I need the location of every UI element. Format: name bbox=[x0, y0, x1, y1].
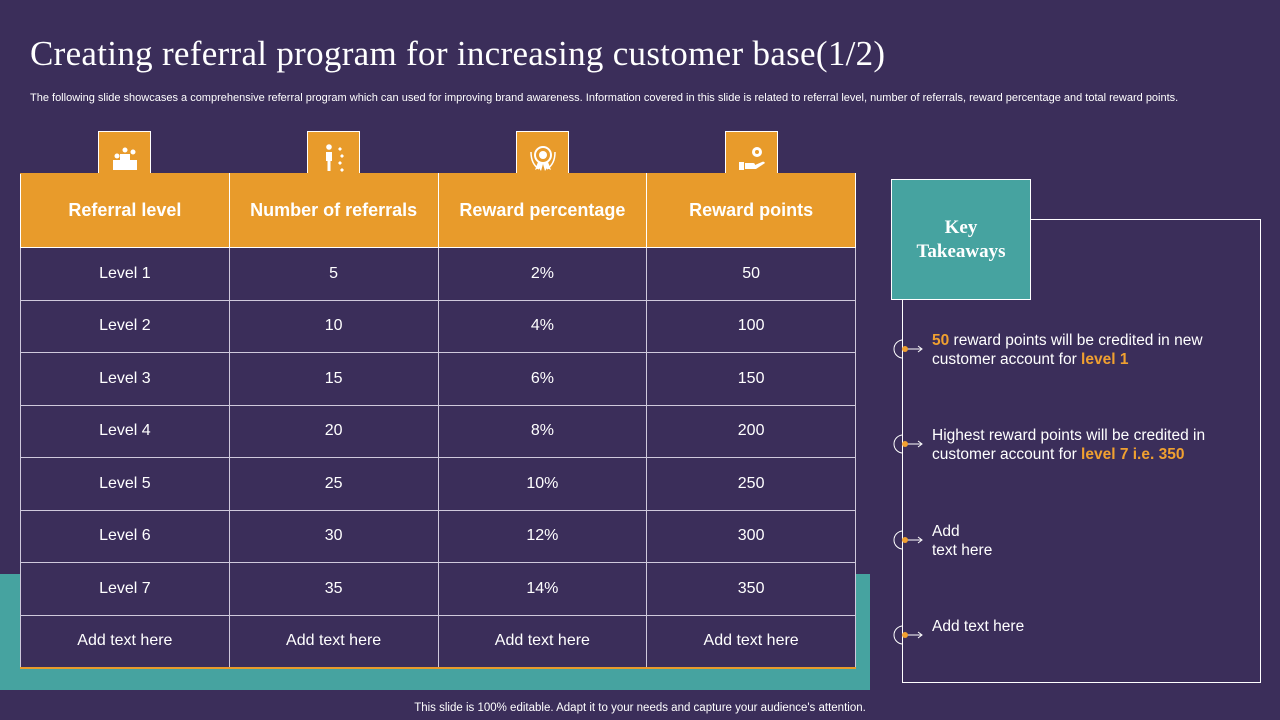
table-cell: 2% bbox=[437, 247, 648, 301]
table-row: Level 5 25 10% 250 bbox=[20, 457, 856, 511]
table-cell: 50 bbox=[646, 247, 856, 301]
table-row: Level 6 30 12% 300 bbox=[20, 509, 856, 563]
takeaway-text: reward points will be credited in new cu… bbox=[932, 332, 1203, 368]
table-header-row: Referral level Number of referrals Rewar… bbox=[20, 173, 856, 248]
table-cell: 10 bbox=[228, 299, 439, 353]
table-cell: Add text here bbox=[228, 614, 439, 669]
takeaway-item: Add text here bbox=[932, 522, 1232, 560]
table-cell: 10% bbox=[437, 457, 648, 511]
table-cell: Level 6 bbox=[20, 509, 230, 563]
table-cell: Add text here bbox=[20, 614, 230, 669]
key-takeaways-frame bbox=[902, 219, 1261, 683]
highlight-text: 50 bbox=[932, 332, 950, 349]
highlight-text: level 1 bbox=[1081, 351, 1129, 368]
table-cell: Level 2 bbox=[20, 299, 230, 353]
table-cell: Level 3 bbox=[20, 352, 230, 406]
takeaway-item: 50 reward points will be credited in new… bbox=[932, 331, 1232, 369]
table-row: Level 1 5 2% 50 bbox=[20, 247, 856, 301]
table-cell: 20 bbox=[228, 404, 439, 458]
heading-line: Key bbox=[944, 216, 978, 238]
slide-title: Creating referral program for increasing… bbox=[30, 34, 886, 73]
table-row: Level 4 20 8% 200 bbox=[20, 404, 856, 458]
table-cell: Level 7 bbox=[20, 562, 230, 616]
table-row: Add text here Add text here Add text her… bbox=[20, 614, 856, 669]
table-cell: 14% bbox=[437, 562, 648, 616]
table-cell: Level 5 bbox=[20, 457, 230, 511]
table-cell: 5 bbox=[228, 247, 439, 301]
table-row: Level 2 10 4% 100 bbox=[20, 299, 856, 353]
table-row: Level 3 15 6% 150 bbox=[20, 352, 856, 406]
target-arrow-icon bbox=[893, 530, 923, 550]
table-cell: Add text here bbox=[437, 614, 648, 669]
table-cell: 4% bbox=[437, 299, 648, 353]
table-cell: 8% bbox=[437, 404, 648, 458]
table-cell: Level 4 bbox=[20, 404, 230, 458]
table-cell: Add text here bbox=[646, 614, 856, 669]
table-cell: 250 bbox=[646, 457, 856, 511]
table-cell: 25 bbox=[228, 457, 439, 511]
takeaway-item: Highest reward points will be credited i… bbox=[932, 426, 1232, 464]
takeaway-text: text here bbox=[932, 542, 993, 559]
table-cell: 30 bbox=[228, 509, 439, 563]
target-arrow-icon bbox=[893, 625, 923, 645]
column-header: Number of referrals bbox=[228, 173, 439, 248]
referral-table: Referral level Number of referrals Rewar… bbox=[20, 173, 856, 669]
key-takeaways-heading: Key Takeaways bbox=[891, 179, 1031, 300]
table-cell: 200 bbox=[646, 404, 856, 458]
table-cell: 6% bbox=[437, 352, 648, 406]
slide-subtitle: The following slide showcases a comprehe… bbox=[30, 92, 1179, 104]
table-cell: 150 bbox=[646, 352, 856, 406]
table-row: Level 7 35 14% 350 bbox=[20, 562, 856, 616]
table-cell: 35 bbox=[228, 562, 439, 616]
takeaway-item: Add text here bbox=[932, 618, 1025, 635]
takeaway-text: Add bbox=[932, 523, 960, 540]
column-header: Referral level bbox=[20, 173, 230, 248]
takeaway-text: Highest reward points will be credited i… bbox=[932, 427, 1206, 463]
table-cell: 15 bbox=[228, 352, 439, 406]
footer-note: This slide is 100% editable. Adapt it to… bbox=[414, 702, 866, 714]
highlight-text: level 7 i.e. 350 bbox=[1081, 446, 1185, 463]
target-arrow-icon bbox=[893, 339, 923, 359]
column-header: Reward percentage bbox=[437, 173, 648, 248]
table-cell: 12% bbox=[437, 509, 648, 563]
target-arrow-icon bbox=[893, 434, 923, 454]
table-cell: 100 bbox=[646, 299, 856, 353]
heading-line: Takeaways bbox=[916, 240, 1006, 262]
table-cell: 300 bbox=[646, 509, 856, 563]
column-header: Reward points bbox=[646, 173, 856, 248]
table-cell: 350 bbox=[646, 562, 856, 616]
table-cell: Level 1 bbox=[20, 247, 230, 301]
